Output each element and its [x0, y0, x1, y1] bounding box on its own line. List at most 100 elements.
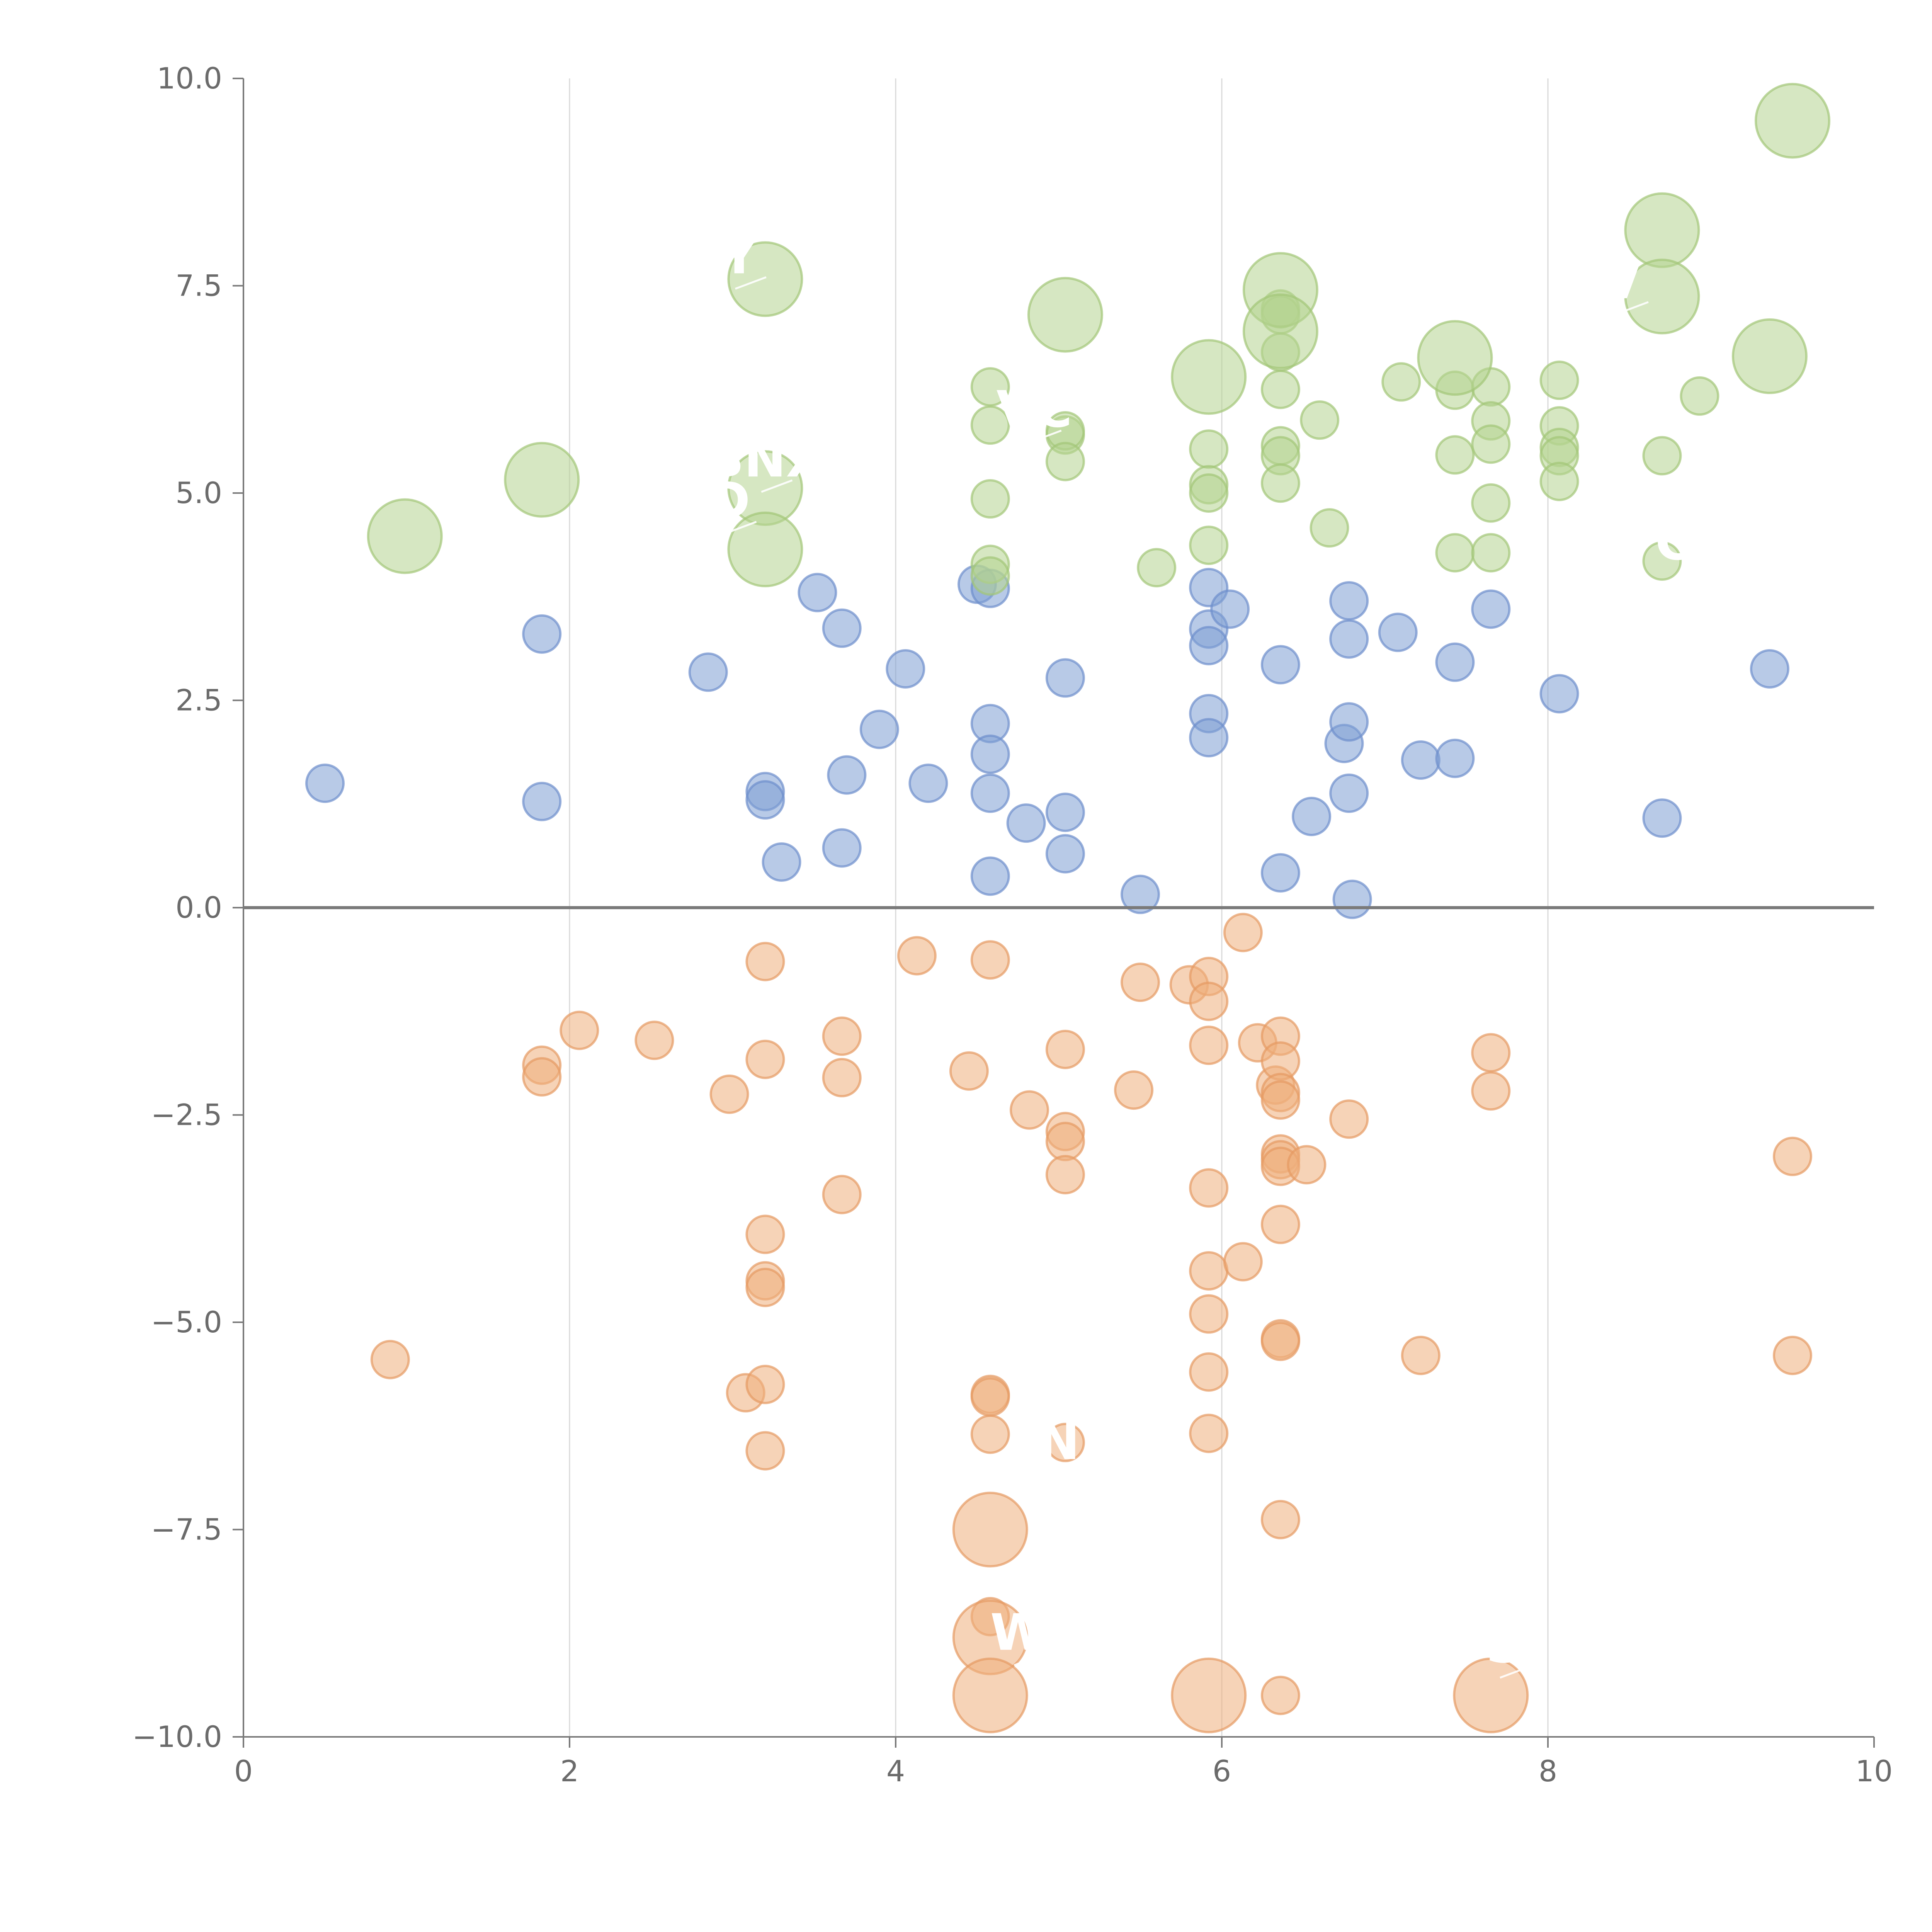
blue-point: [1189, 626, 1229, 665]
green-large-point: [1242, 293, 1318, 369]
blue-point: [688, 652, 728, 692]
blue-point: [1378, 612, 1418, 652]
orange-point: [1114, 1070, 1154, 1110]
blue-point: [1329, 773, 1369, 813]
orange-point: [1260, 1500, 1300, 1539]
orange-point: [822, 1016, 862, 1056]
green-large-point: [367, 498, 443, 574]
green-large-point: [1417, 320, 1493, 396]
orange-point: [1121, 963, 1160, 1002]
y-tick-label: −5.0: [151, 1305, 222, 1339]
green-point: [1137, 548, 1177, 588]
blue-point: [1642, 798, 1682, 838]
orange-point: [1189, 981, 1229, 1021]
green-large-point: [1027, 277, 1103, 353]
x-tick-label: 0: [234, 1754, 253, 1788]
blue-point: [798, 573, 837, 612]
orange-point: [1260, 1204, 1300, 1244]
annotation-leader: [725, 521, 757, 534]
green-point: [1471, 533, 1511, 573]
blue-point: [970, 856, 1010, 896]
blue-point: [1329, 619, 1369, 659]
green-point: [1381, 362, 1421, 402]
blue-point: [1471, 589, 1511, 629]
x-tick-label: 4: [886, 1754, 905, 1788]
green-point: [1642, 436, 1682, 476]
x-tick-label: 2: [560, 1754, 579, 1788]
blue-point: [1332, 879, 1372, 919]
orange-large-point: [1171, 1657, 1247, 1733]
green-point: [1539, 361, 1579, 400]
blue-point: [1329, 702, 1369, 742]
orange-point: [1189, 1413, 1229, 1453]
green-point: [1045, 442, 1085, 481]
annotation-label: S: [1486, 1616, 1522, 1674]
annotation-leader: [761, 479, 793, 493]
annotation-label: Y: [720, 226, 758, 285]
orange-point: [1773, 1136, 1812, 1176]
orange-point: [970, 940, 1010, 980]
blue-point: [522, 614, 562, 654]
orange-point: [1260, 1080, 1300, 1120]
orange-point: [560, 1010, 599, 1050]
blue-point: [1435, 642, 1475, 682]
orange-point: [745, 1267, 785, 1307]
blue-point: [1539, 674, 1579, 714]
y-tick-label: −10.0: [132, 1719, 222, 1754]
green-point: [970, 556, 1010, 596]
blue-point: [745, 780, 785, 820]
green-large-point: [727, 241, 803, 317]
annotation-label: N: [1038, 1412, 1080, 1471]
orange-point: [970, 1414, 1010, 1454]
orange-point: [1010, 1090, 1049, 1130]
green-point: [1435, 533, 1475, 573]
y-tick-label: −7.5: [151, 1512, 222, 1547]
orange-point: [949, 1051, 989, 1091]
orange-point: [822, 1175, 862, 1214]
orange-point: [1189, 1026, 1229, 1065]
data-points: [305, 83, 1830, 1733]
orange-point: [745, 942, 785, 981]
orange-point: [1773, 1335, 1812, 1375]
orange-point: [634, 1020, 674, 1060]
green-point: [1539, 461, 1579, 501]
green-large-point: [1755, 83, 1830, 159]
blue-point: [1189, 718, 1229, 758]
blue-point: [1045, 793, 1085, 832]
annotation-leader: [1054, 1462, 1086, 1476]
blue-point: [1401, 740, 1440, 780]
orange-point: [1329, 1099, 1369, 1139]
green-point: [1310, 508, 1349, 548]
orange-point: [1401, 1335, 1440, 1375]
orange-point: [1045, 1122, 1085, 1162]
orange-point: [970, 1377, 1010, 1417]
orange-point: [1471, 1071, 1511, 1111]
annotation-leader: [1617, 301, 1649, 315]
x-tick-label: 8: [1539, 1754, 1557, 1788]
green-point: [1435, 435, 1475, 475]
blue-point: [970, 773, 1010, 813]
blue-point: [970, 734, 1010, 774]
blue-point: [886, 649, 925, 689]
orange-point: [1223, 913, 1263, 952]
annotation-leader: [1690, 562, 1722, 576]
orange-point: [370, 1340, 410, 1379]
blue-point: [305, 764, 345, 803]
orange-point: [1260, 1675, 1300, 1715]
x-tick-label: 10: [1855, 1754, 1893, 1788]
green-point: [1189, 429, 1229, 469]
orange-point: [1223, 1242, 1263, 1282]
orange-point: [1189, 1294, 1229, 1334]
blue-point: [1045, 658, 1085, 698]
y-tick-label: 7.5: [175, 269, 222, 303]
green-point: [970, 479, 1010, 519]
blue-point: [1435, 738, 1475, 778]
green-point: [1189, 526, 1229, 565]
orange-point: [745, 1214, 785, 1254]
orange-point: [745, 1364, 785, 1404]
blue-point: [908, 764, 948, 803]
annotation-label: VC: [997, 380, 1072, 439]
blue-point: [1121, 874, 1160, 914]
